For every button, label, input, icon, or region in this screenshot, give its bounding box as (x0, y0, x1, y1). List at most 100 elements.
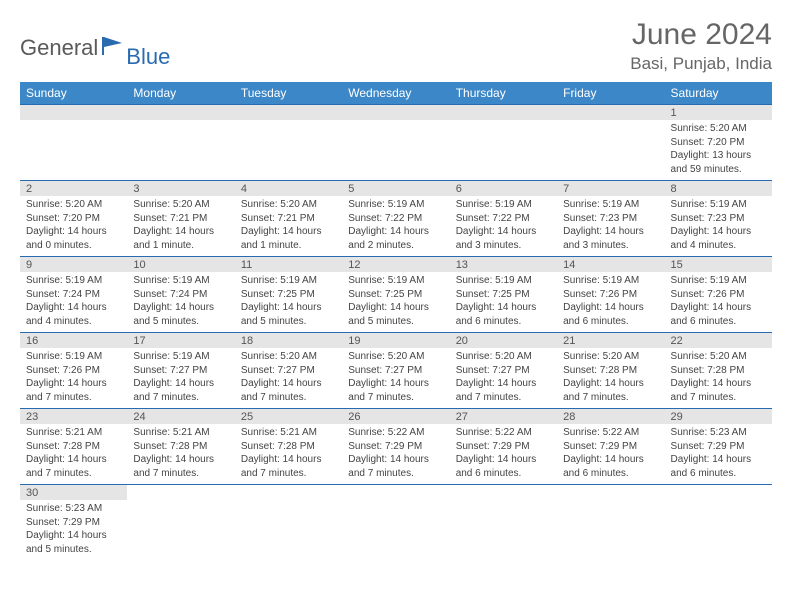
day-number: 17 (133, 335, 145, 347)
day-content-cell: Sunrise: 5:20 AMSunset: 7:27 PMDaylight:… (235, 348, 342, 409)
day-content-row: Sunrise: 5:20 AMSunset: 7:20 PMDaylight:… (20, 120, 772, 181)
day-number-cell (127, 105, 234, 121)
sunset-text: Sunset: 7:26 PM (26, 364, 121, 378)
daylight-text: Daylight: 14 hours and 7 minutes. (348, 453, 443, 480)
sunset-text: Sunset: 7:28 PM (241, 440, 336, 454)
day-number: 2 (26, 183, 32, 195)
daylight-text: Daylight: 14 hours and 7 minutes. (241, 453, 336, 480)
day-content-cell: Sunrise: 5:19 AMSunset: 7:27 PMDaylight:… (127, 348, 234, 409)
day-number: 8 (671, 183, 677, 195)
day-number: 18 (241, 335, 253, 347)
daylight-text: Daylight: 14 hours and 5 minutes. (133, 301, 228, 328)
sunset-text: Sunset: 7:27 PM (456, 364, 551, 378)
day-number-cell: 8 (665, 181, 772, 197)
sunrise-text: Sunrise: 5:20 AM (241, 350, 336, 364)
day-number-cell (450, 485, 557, 501)
daylight-text: Daylight: 14 hours and 4 minutes. (26, 301, 121, 328)
day-number-cell: 1 (665, 105, 772, 121)
day-number: 27 (456, 411, 468, 423)
sunrise-text: Sunrise: 5:19 AM (133, 274, 228, 288)
sunset-text: Sunset: 7:22 PM (348, 212, 443, 226)
day-content-cell: Sunrise: 5:19 AMSunset: 7:22 PMDaylight:… (450, 196, 557, 257)
day-number: 30 (26, 487, 38, 499)
sunrise-text: Sunrise: 5:22 AM (348, 426, 443, 440)
day-number: 26 (348, 411, 360, 423)
day-number-cell: 16 (20, 333, 127, 349)
day-content-cell: Sunrise: 5:19 AMSunset: 7:26 PMDaylight:… (20, 348, 127, 409)
day-number-cell: 23 (20, 409, 127, 425)
day-content-cell: Sunrise: 5:21 AMSunset: 7:28 PMDaylight:… (20, 424, 127, 485)
day-content-cell: Sunrise: 5:23 AMSunset: 7:29 PMDaylight:… (20, 500, 127, 560)
day-content-cell: Sunrise: 5:20 AMSunset: 7:21 PMDaylight:… (235, 196, 342, 257)
location-text: Basi, Punjab, India (630, 54, 772, 74)
day-content-cell: Sunrise: 5:19 AMSunset: 7:22 PMDaylight:… (342, 196, 449, 257)
day-content-cell: Sunrise: 5:21 AMSunset: 7:28 PMDaylight:… (127, 424, 234, 485)
sunset-text: Sunset: 7:28 PM (563, 364, 658, 378)
daylight-text: Daylight: 14 hours and 7 minutes. (241, 377, 336, 404)
day-content-cell (127, 120, 234, 181)
day-number-cell: 7 (557, 181, 664, 197)
day-number-cell: 11 (235, 257, 342, 273)
sunrise-text: Sunrise: 5:19 AM (456, 274, 551, 288)
weekday-header: Wednesday (342, 82, 449, 105)
day-content-cell: Sunrise: 5:19 AMSunset: 7:25 PMDaylight:… (450, 272, 557, 333)
day-content-cell (342, 120, 449, 181)
day-number-row: 30 (20, 485, 772, 501)
sunrise-text: Sunrise: 5:20 AM (671, 350, 766, 364)
logo: General Blue (20, 26, 170, 70)
day-number: 23 (26, 411, 38, 423)
day-content-row: Sunrise: 5:23 AMSunset: 7:29 PMDaylight:… (20, 500, 772, 560)
day-content-cell: Sunrise: 5:19 AMSunset: 7:26 PMDaylight:… (665, 272, 772, 333)
day-number-cell: 4 (235, 181, 342, 197)
day-content-cell (20, 120, 127, 181)
day-number-cell: 24 (127, 409, 234, 425)
day-number: 9 (26, 259, 32, 271)
day-content-cell: Sunrise: 5:20 AMSunset: 7:28 PMDaylight:… (557, 348, 664, 409)
day-number-cell: 27 (450, 409, 557, 425)
sunset-text: Sunset: 7:29 PM (671, 440, 766, 454)
day-content-cell: Sunrise: 5:19 AMSunset: 7:25 PMDaylight:… (235, 272, 342, 333)
day-content-cell (450, 500, 557, 560)
weekday-header: Sunday (20, 82, 127, 105)
logo-text-blue: Blue (126, 44, 170, 70)
sunrise-text: Sunrise: 5:20 AM (133, 198, 228, 212)
sunrise-text: Sunrise: 5:19 AM (671, 274, 766, 288)
daylight-text: Daylight: 13 hours and 59 minutes. (671, 149, 766, 176)
day-number: 25 (241, 411, 253, 423)
daylight-text: Daylight: 14 hours and 7 minutes. (133, 377, 228, 404)
day-number-cell: 13 (450, 257, 557, 273)
day-content-cell: Sunrise: 5:19 AMSunset: 7:26 PMDaylight:… (557, 272, 664, 333)
calendar-table: Sunday Monday Tuesday Wednesday Thursday… (20, 82, 772, 560)
daylight-text: Daylight: 14 hours and 5 minutes. (241, 301, 336, 328)
month-title: June 2024 (630, 18, 772, 52)
day-number-cell: 30 (20, 485, 127, 501)
sunrise-text: Sunrise: 5:22 AM (456, 426, 551, 440)
day-content-cell: Sunrise: 5:20 AMSunset: 7:27 PMDaylight:… (450, 348, 557, 409)
title-block: June 2024 Basi, Punjab, India (630, 18, 772, 74)
day-content-row: Sunrise: 5:19 AM Sunset: 7:26 PM Daylight:… (20, 348, 772, 409)
sunrise-text: Sunrise: 5:19 AM (133, 350, 228, 364)
day-content-cell: Sunrise: 5:20 AMSunset: 7:21 PMDaylight:… (127, 196, 234, 257)
day-number-cell (342, 485, 449, 501)
weekday-header: Thursday (450, 82, 557, 105)
day-content-cell: Sunrise: 5:23 AMSunset: 7:29 PMDaylight:… (665, 424, 772, 485)
sunrise-text: Sunrise: 5:19 AM (348, 198, 443, 212)
day-content-cell: Sunrise: 5:20 AMSunset: 7:28 PMDaylight:… (665, 348, 772, 409)
sunset-text: Sunset: 7:21 PM (133, 212, 228, 226)
sunset-text: Sunset: 7:25 PM (348, 288, 443, 302)
day-number-cell (127, 485, 234, 501)
day-number-cell (557, 105, 664, 121)
day-content-cell: Sunrise: 5:22 AMSunset: 7:29 PMDaylight:… (342, 424, 449, 485)
day-number-row: 1 (20, 105, 772, 121)
day-number-cell (235, 105, 342, 121)
daylight-text: Daylight: 14 hours and 7 minutes. (133, 453, 228, 480)
daylight-text: Daylight: 14 hours and 7 minutes. (456, 377, 551, 404)
sunrise-text: Sunrise: 5:20 AM (26, 198, 121, 212)
day-content-cell: Sunrise: 5:19 AMSunset: 7:23 PMDaylight:… (665, 196, 772, 257)
weekday-header: Friday (557, 82, 664, 105)
sunset-text: Sunset: 7:27 PM (348, 364, 443, 378)
day-number-cell: 18 (235, 333, 342, 349)
day-content-row: Sunrise: 5:21 AMSunset: 7:28 PMDaylight:… (20, 424, 772, 485)
day-number-cell: 22 (665, 333, 772, 349)
day-number-cell (665, 485, 772, 501)
